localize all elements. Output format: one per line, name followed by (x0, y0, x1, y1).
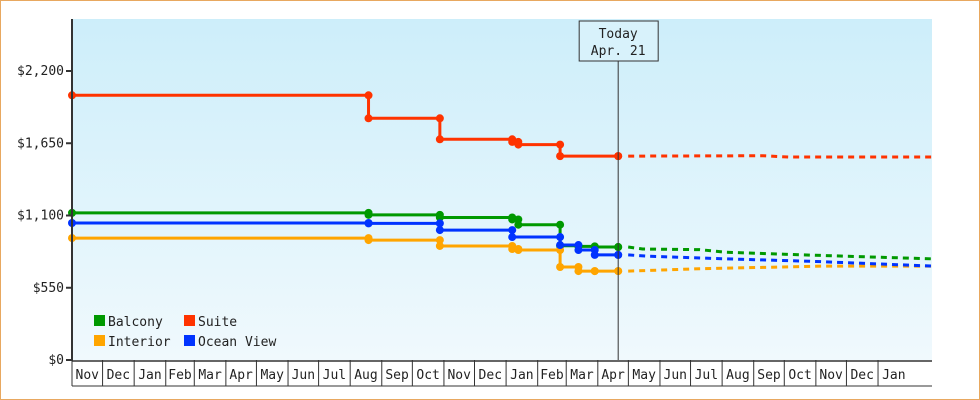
data-point (364, 114, 373, 123)
y-tick-label: $1,100 (17, 209, 64, 224)
legend-label: Balcony (108, 315, 163, 330)
data-point (435, 219, 444, 228)
data-point (556, 140, 565, 149)
data-point (435, 213, 444, 222)
data-point (364, 236, 373, 245)
month-label: Jul (323, 368, 346, 383)
legend-label: Suite (198, 315, 237, 330)
month-label: Mar (570, 368, 594, 383)
data-point (508, 215, 517, 224)
data-point (556, 152, 565, 161)
month-label: Feb (168, 368, 192, 383)
y-tick-label: $2,200 (17, 64, 64, 79)
data-point (556, 262, 565, 271)
month-label: Apr (229, 368, 253, 383)
legend-swatch (184, 315, 195, 326)
forecast-line-suite (628, 154, 933, 159)
data-point (574, 246, 583, 255)
forecast-line-balcony (627, 245, 933, 261)
month-label: Jul (695, 368, 718, 383)
data-point (508, 226, 517, 235)
data-point (435, 114, 444, 123)
data-point (514, 140, 523, 149)
data-point (556, 220, 565, 229)
data-point (556, 233, 565, 242)
today-label: Apr. 21 (591, 44, 646, 59)
month-label: Jun (664, 368, 687, 383)
forecast-line-ocean-view (628, 253, 933, 268)
legend-swatch (94, 335, 105, 346)
data-point (508, 233, 517, 242)
month-label: Jan (510, 368, 533, 383)
plot-area (72, 19, 932, 360)
data-point (364, 210, 373, 219)
month-label: Jun (292, 368, 315, 383)
month-label: Dec (850, 368, 873, 383)
data-point (435, 135, 444, 144)
data-point (364, 91, 373, 100)
month-label: May (260, 368, 284, 383)
y-tick-label: $550 (33, 281, 64, 296)
legend-label: Ocean View (198, 335, 276, 350)
today-box (578, 20, 659, 62)
data-point (514, 220, 523, 229)
data-point (590, 250, 599, 259)
month-label: Mar (198, 368, 222, 383)
data-point (435, 226, 444, 235)
month-label: Oct (788, 368, 811, 383)
month-label: Dec (479, 368, 502, 383)
month-label: Sep (385, 368, 409, 383)
legend-label: Interior (108, 335, 171, 350)
month-label: Jan (882, 368, 905, 383)
data-point (435, 241, 444, 250)
month-label: Nov (819, 368, 843, 383)
month-label: Nov (447, 368, 471, 383)
data-point (508, 244, 517, 253)
month-label: Dec (107, 368, 130, 383)
month-label: May (632, 368, 656, 383)
month-label: Aug (354, 368, 377, 383)
month-label: Apr (601, 368, 625, 383)
today-title: Today (599, 27, 638, 42)
data-point (514, 246, 523, 255)
legend-swatch (94, 315, 105, 326)
data-point (435, 236, 444, 245)
month-label: Aug (726, 368, 749, 383)
y-tick-label: $0 (48, 353, 64, 368)
month-label: Nov (76, 368, 100, 383)
month-label: Sep (757, 368, 781, 383)
legend-swatch (184, 335, 195, 346)
month-label: Jan (138, 368, 161, 383)
month-label: Feb (540, 368, 564, 383)
data-point (556, 241, 565, 250)
data-point (364, 219, 373, 228)
forecast-line-interior (628, 264, 933, 273)
data-point (574, 267, 583, 276)
y-tick-label: $1,650 (17, 136, 64, 151)
month-label: Oct (416, 368, 439, 383)
data-point (508, 137, 517, 146)
data-point (590, 267, 599, 276)
